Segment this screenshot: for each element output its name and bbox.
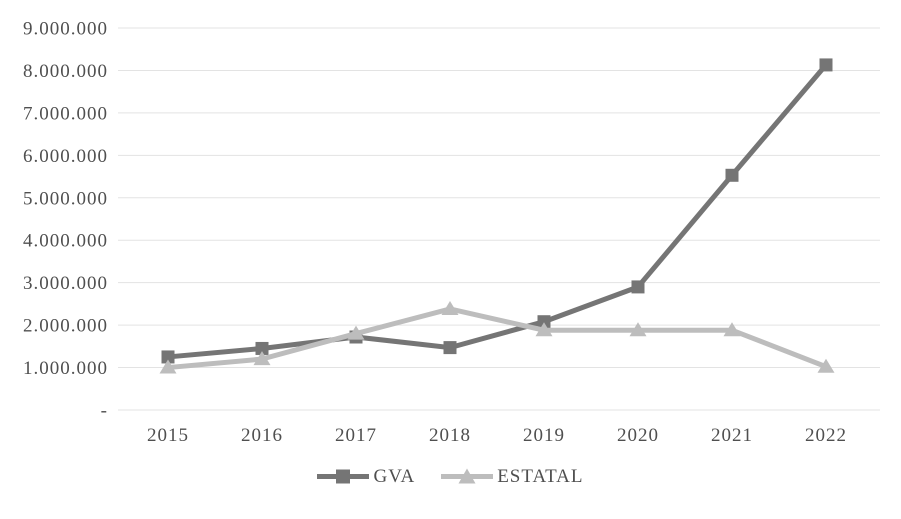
chart-legend: GVA ESTATAL — [0, 464, 901, 488]
series-line-gva — [167, 63, 828, 360]
x-tick-label: 2021 — [711, 425, 753, 446]
series-line-estatal — [167, 306, 827, 371]
data-point-marker-estatal — [347, 325, 365, 340]
data-point-marker-estatal — [629, 322, 647, 337]
chart-plot-area: - 1.000.000 2.000.000 3.000.000 4.000.000 5.0… — [23, 19, 880, 446]
data-point-marker-gva — [537, 315, 551, 329]
data-point-marker-estatal — [817, 358, 835, 373]
legend-item-estatal: ESTATAL — [441, 467, 583, 486]
data-point-marker-estatal — [253, 351, 271, 366]
x-tick-label: 2019 — [523, 425, 565, 446]
x-tick-label: 2016 — [241, 425, 283, 446]
data-point-marker-gva — [819, 58, 833, 72]
data-point-marker-gva — [255, 341, 269, 355]
y-tick-label: 6.000.000 — [23, 146, 108, 167]
y-tick-label: 4.000.000 — [23, 231, 108, 252]
data-point-marker-gva — [161, 350, 175, 364]
y-tick-label: 5.000.000 — [23, 188, 108, 209]
x-tick-label: 2022 — [805, 425, 847, 446]
x-tick-label: 2015 — [147, 425, 189, 446]
legend-label-gva: GVA — [373, 465, 416, 487]
data-point-marker-gva — [443, 341, 457, 355]
data-point-marker-gva — [725, 168, 739, 182]
y-tick-label: 8.000.000 — [23, 61, 108, 82]
y-tick-label: 9.000.000 — [23, 19, 108, 40]
y-tick-label: 2.000.000 — [23, 316, 108, 337]
legend-label-estatal: ESTATAL — [497, 465, 584, 487]
y-tick-label: - — [101, 401, 108, 422]
data-point-marker-estatal — [535, 322, 553, 337]
legend-item-gva: GVA — [317, 467, 415, 486]
y-tick-label: 3.000.000 — [23, 273, 108, 294]
y-tick-label: 7.000.000 — [23, 103, 108, 124]
x-tick-label: 2020 — [617, 425, 659, 446]
data-point-marker-estatal — [723, 322, 741, 337]
x-tick-label: 2018 — [429, 425, 471, 446]
x-tick-label: 2017 — [335, 425, 377, 446]
gva-line-square-marker-icon — [317, 469, 370, 483]
data-point-marker-gva — [631, 280, 645, 294]
y-tick-label: 1.000.000 — [23, 358, 108, 379]
data-point-marker-estatal — [441, 300, 459, 315]
data-point-marker-estatal — [159, 359, 177, 374]
estatal-line-triangle-marker-icon — [441, 468, 494, 483]
